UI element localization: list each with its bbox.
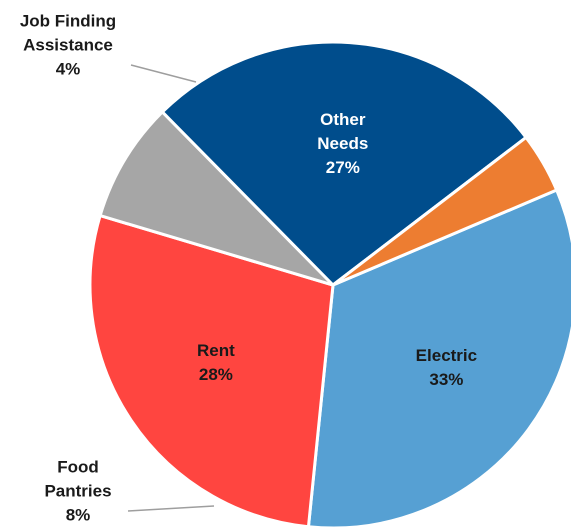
slice-category-label: Food <box>57 457 99 476</box>
slice-label: Other Needs 27% <box>317 110 368 177</box>
pie-slice <box>160 40 528 287</box>
slice-label: Food Pantries 8% <box>44 457 111 524</box>
slice-category-label: Other <box>320 110 366 129</box>
slice-category-label: Needs <box>317 134 368 153</box>
slice-label: Rent 28% <box>197 341 235 384</box>
slice-value-label: 4% <box>56 59 81 78</box>
slice-category-label: Job Finding <box>20 11 116 30</box>
slice-label: Job Finding Assistance 4% <box>20 11 116 78</box>
slice-category-label: Assistance <box>23 35 113 54</box>
slice-category-label: Pantries <box>44 481 111 500</box>
slice-value-label: 33% <box>429 370 463 389</box>
pie-slice <box>98 110 335 287</box>
slice-value-label: 8% <box>66 505 91 524</box>
slice-label: Electric 33% <box>416 346 477 389</box>
slice-value-label: 28% <box>199 365 233 384</box>
leader-line <box>130 64 197 83</box>
slice-category-label: Rent <box>197 341 235 360</box>
pie-slice <box>331 135 559 287</box>
leader-line <box>127 505 215 512</box>
slice-category-label: Electric <box>416 346 477 365</box>
slice-value-label: 27% <box>326 158 360 177</box>
pie-slice <box>306 188 571 529</box>
pie-slice <box>88 214 335 529</box>
